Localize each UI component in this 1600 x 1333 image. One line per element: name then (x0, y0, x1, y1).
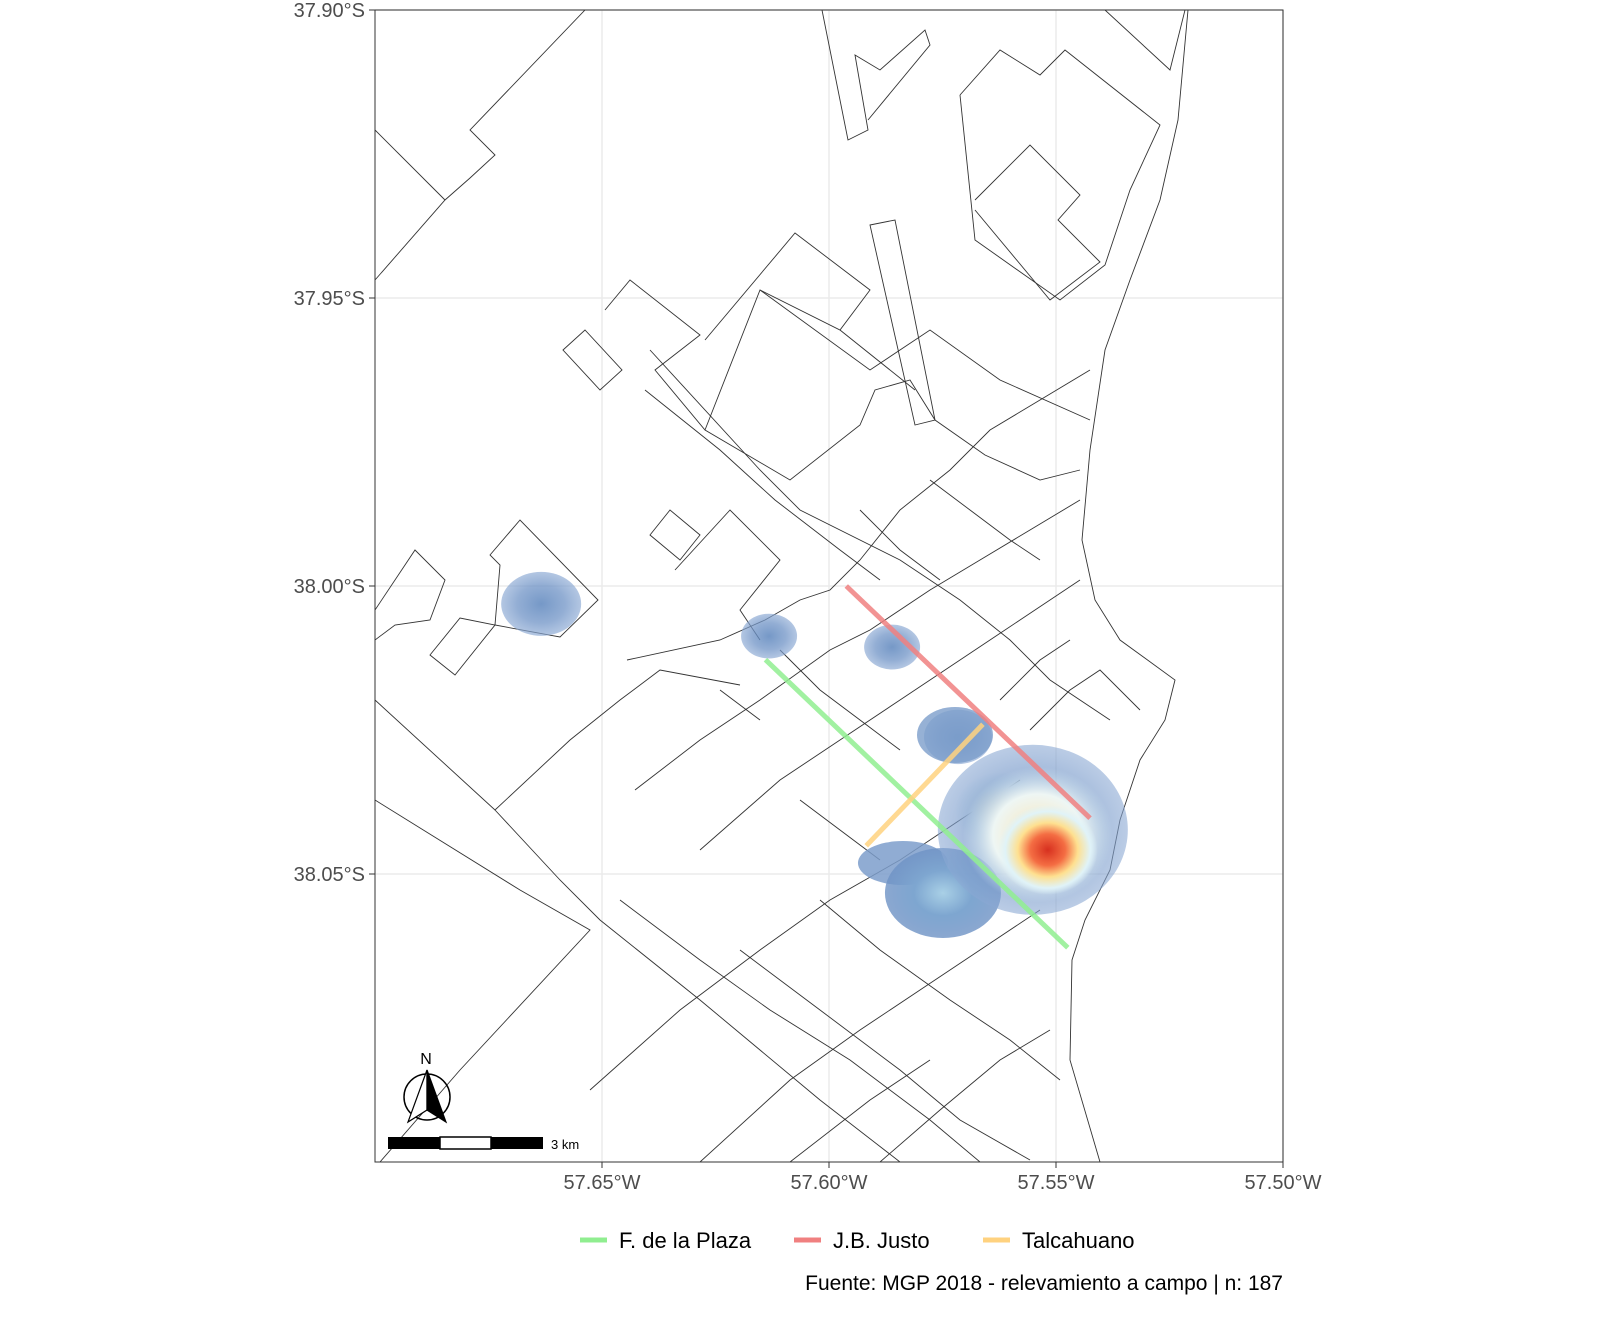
x-tick-label: 57.50°W (1245, 1172, 1322, 1194)
north-arrow: N (403, 1051, 451, 1124)
x-tick-label: 57.60°W (791, 1172, 868, 1194)
route-line (864, 722, 985, 848)
legend-label: Talcahuano (1022, 1228, 1135, 1253)
scale-bar-label: 3 km (551, 1137, 579, 1152)
scale-bar: 3 km (388, 1136, 579, 1152)
caption: Fuente: MGP 2018 - relevamiento a campo … (805, 1272, 1283, 1295)
x-tick-label: 57.55°W (1018, 1172, 1095, 1194)
scale-segment (491, 1137, 543, 1149)
y-axis: 37.90°S 37.95°S 38.00°S 38.05°S (294, 0, 375, 886)
plot-panel (374, 9, 1284, 1163)
scale-segment (388, 1137, 440, 1149)
coastline (1069, 10, 1189, 1162)
y-tick-label: 37.95°S (294, 288, 365, 310)
density-contour (501, 571, 582, 636)
north-arrow-right (426, 1069, 448, 1124)
route-line (763, 657, 1070, 950)
north-arrow-label: N (420, 1051, 432, 1068)
density-peak (997, 804, 1098, 895)
y-tick-label: 37.90°S (294, 0, 365, 22)
legend-label: J.B. Justo (833, 1228, 930, 1253)
scale-segment (439, 1136, 492, 1150)
y-tick-label: 38.05°S (294, 864, 365, 886)
density-contour (741, 613, 798, 659)
density-contour (864, 624, 921, 670)
x-tick-label: 57.65°W (564, 1172, 641, 1194)
legend: F. de la Plaza J.B. Justo Talcahuano (580, 1228, 1135, 1253)
x-axis: 57.65°W 57.60°W 57.55°W 57.50°W (564, 1162, 1322, 1194)
legend-label: F. de la Plaza (619, 1228, 752, 1253)
route-lines (763, 584, 1092, 950)
y-tick-label: 38.00°S (294, 576, 365, 598)
density-contour (917, 707, 993, 763)
route-line (844, 584, 1092, 820)
